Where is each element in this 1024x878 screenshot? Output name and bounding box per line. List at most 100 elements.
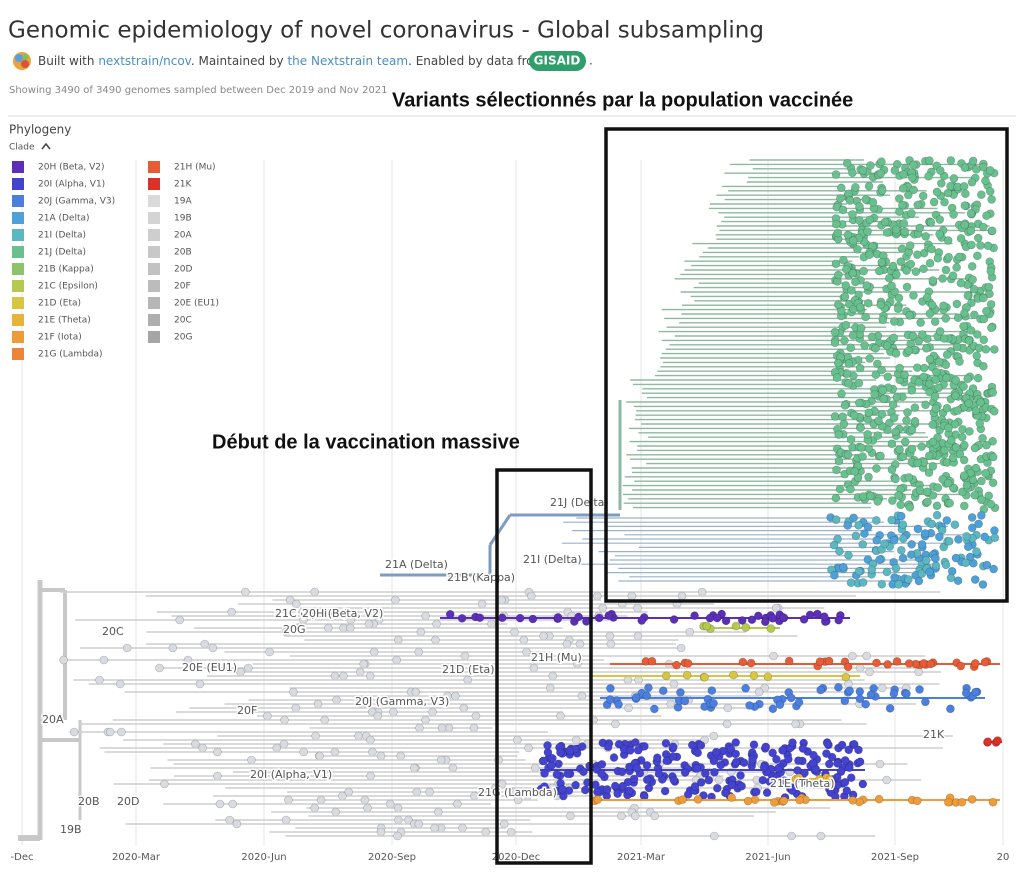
tip <box>944 798 953 807</box>
tip <box>738 657 748 667</box>
legend-swatch <box>148 212 160 224</box>
tip <box>690 611 699 620</box>
tip <box>891 563 901 573</box>
tip <box>884 273 894 283</box>
tip <box>846 578 856 588</box>
clade-label: 19B <box>60 823 82 836</box>
tip <box>829 540 839 550</box>
tip <box>989 406 999 416</box>
tip <box>935 229 944 239</box>
tip <box>915 685 924 694</box>
tip <box>985 166 995 175</box>
tip <box>914 378 924 387</box>
tip <box>800 768 809 778</box>
tip <box>925 258 935 268</box>
gisaid-badge[interactable] <box>529 51 586 71</box>
tip <box>985 187 995 196</box>
tip <box>99 655 109 665</box>
tip <box>934 383 943 393</box>
gisaid-link[interactable]: GISAID <box>534 54 581 68</box>
legend-label: 20H (Beta, V2) <box>38 163 104 173</box>
tip <box>907 444 917 454</box>
tip <box>854 566 864 576</box>
tip <box>359 659 368 669</box>
tip <box>982 306 991 316</box>
tip <box>487 619 496 629</box>
tip <box>737 781 746 791</box>
tip <box>366 771 375 781</box>
tip <box>970 490 980 500</box>
tip <box>693 748 702 758</box>
tip <box>313 699 323 709</box>
tip <box>540 782 549 791</box>
tip <box>960 440 969 450</box>
tip <box>448 763 458 773</box>
tip <box>606 639 616 649</box>
panel-title: Phylogeny <box>9 123 71 137</box>
tip <box>953 313 963 322</box>
legend-swatch <box>12 331 24 343</box>
tip <box>941 314 951 323</box>
legend-label: 21D (Eta) <box>38 299 81 309</box>
tip <box>272 743 282 753</box>
tip <box>685 627 695 637</box>
tip <box>927 244 936 254</box>
tip <box>844 550 853 560</box>
tip <box>959 182 969 191</box>
tip <box>897 545 906 555</box>
tip <box>986 266 996 276</box>
tip <box>864 472 873 482</box>
tip <box>970 659 980 668</box>
tip <box>959 455 969 465</box>
legend-toggle[interactable] <box>41 142 51 150</box>
tip <box>939 542 948 552</box>
tip <box>198 743 207 753</box>
tip <box>539 631 548 641</box>
tip <box>944 423 953 433</box>
tip <box>642 761 652 770</box>
tip <box>931 561 941 570</box>
tip <box>853 473 863 482</box>
tip <box>855 687 865 696</box>
tip <box>624 786 634 795</box>
tip <box>930 317 940 327</box>
tip <box>889 333 898 343</box>
tip <box>831 170 841 179</box>
tip <box>935 215 945 224</box>
tip <box>951 391 960 400</box>
tip <box>175 615 185 625</box>
clade-label: 20I (Alpha, V1) <box>250 768 332 781</box>
tip <box>702 621 712 631</box>
legend-title[interactable]: Clade <box>9 143 35 153</box>
tip <box>571 780 580 790</box>
tip <box>979 335 989 345</box>
tip <box>938 474 947 484</box>
tip <box>930 392 940 401</box>
legend-label: 19A <box>174 197 192 207</box>
tip <box>115 679 125 689</box>
tip <box>922 293 932 302</box>
tip <box>979 222 988 232</box>
legend-swatch <box>12 178 24 190</box>
repo-link[interactable]: nextstrain/ncov <box>98 54 191 68</box>
tip <box>330 747 340 757</box>
tip <box>873 359 882 369</box>
clade-label: 20H (Beta, V2) <box>302 607 383 620</box>
team-link[interactable]: the Nextstrain team <box>287 54 408 68</box>
tip <box>909 185 918 195</box>
tip <box>745 701 754 710</box>
tip <box>571 735 581 745</box>
tip <box>988 388 998 397</box>
tip <box>844 745 854 755</box>
tip <box>676 643 686 653</box>
tip <box>841 320 851 330</box>
tip <box>707 686 717 695</box>
tip <box>894 293 904 303</box>
tip <box>972 351 982 360</box>
tip <box>830 327 840 337</box>
tip <box>794 756 803 765</box>
tip <box>604 611 614 620</box>
tip <box>907 425 917 435</box>
tip <box>830 338 840 347</box>
tip <box>891 349 901 358</box>
